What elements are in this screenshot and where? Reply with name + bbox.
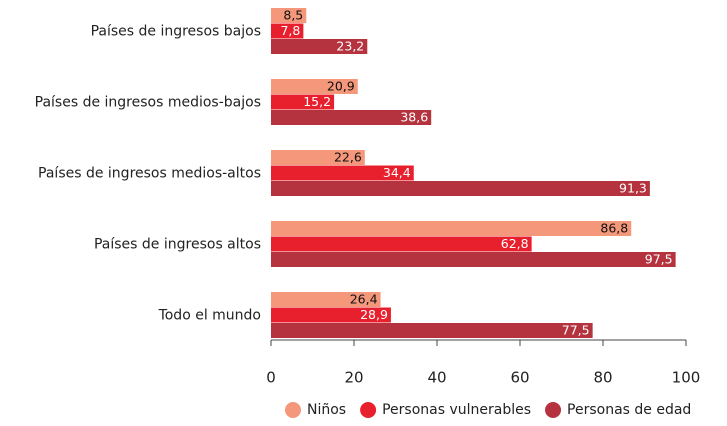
legend-marker [545,402,562,418]
value-label: 23,2 [336,38,364,53]
bar [271,307,391,323]
legend-label: Personas de edad [567,402,691,418]
bar [271,150,365,165]
bar [271,8,307,23]
value-label: 15,2 [303,94,331,109]
value-label: 77,5 [562,322,590,337]
bar [271,94,335,110]
value-label: 97,5 [645,251,673,266]
value-label: 28,9 [360,307,388,322]
legend-marker [360,402,377,418]
value-label: 62,8 [501,236,529,251]
category-label: Países de ingresos altos [94,236,261,252]
legend-label: Personas vulnerables [382,402,531,418]
legend-label: Niños [307,402,346,418]
x-tick-label: 60 [510,369,529,387]
value-label: 34,4 [383,165,411,180]
bar [271,221,632,236]
category-label: Países de ingresos bajos [91,23,261,39]
x-tick-label: 20 [344,369,363,387]
category-label: Todo el mundo [158,307,261,323]
bar [271,236,532,252]
value-label: 22,6 [334,149,362,164]
x-tick-label: 40 [427,369,446,387]
bar [271,292,381,307]
bar [271,181,650,196]
value-label: 26,4 [350,291,378,306]
value-label: 91,3 [619,180,647,195]
legend-marker [285,402,301,418]
value-label: 20,9 [327,78,355,93]
category-label: Países de ingresos medios-bajos [35,94,261,110]
value-label: 38,6 [400,109,428,124]
bar [271,252,676,267]
bar [271,323,593,338]
bar [271,39,368,54]
bar [271,79,358,94]
bar [271,23,304,39]
bar [271,110,432,125]
value-label: 7,8 [280,23,300,38]
x-tick-label: 80 [593,369,612,387]
category-label: Países de ingresos medios-altos [38,165,261,181]
value-label: 8,5 [283,7,303,22]
bar [271,165,414,181]
x-tick-label: 0 [266,369,276,387]
x-tick-label: 100 [672,369,701,387]
value-label: 86,8 [600,220,628,235]
